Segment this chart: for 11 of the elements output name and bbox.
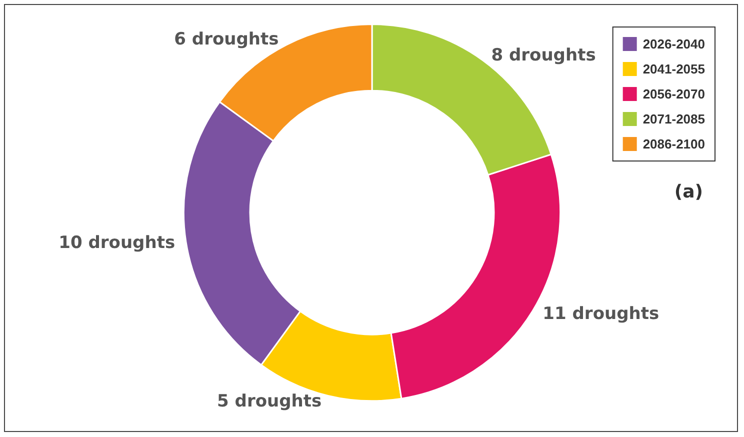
data-label: 11 droughts [542, 304, 660, 324]
data-label: 10 droughts [58, 232, 176, 253]
text: (a) [674, 182, 704, 202]
legend-label: 2056-2070 [642, 86, 706, 102]
legend-label: 2071-2085 [642, 112, 706, 126]
legend-label: 2026-2040 [642, 36, 706, 52]
data-label: 8 droughts [491, 45, 596, 66]
legend-label: 2041-2055 [642, 62, 706, 76]
legend-label: 2086-2100 [642, 136, 706, 152]
data-label: 5 droughts [217, 392, 322, 412]
data-label: 6 droughts [174, 29, 279, 50]
